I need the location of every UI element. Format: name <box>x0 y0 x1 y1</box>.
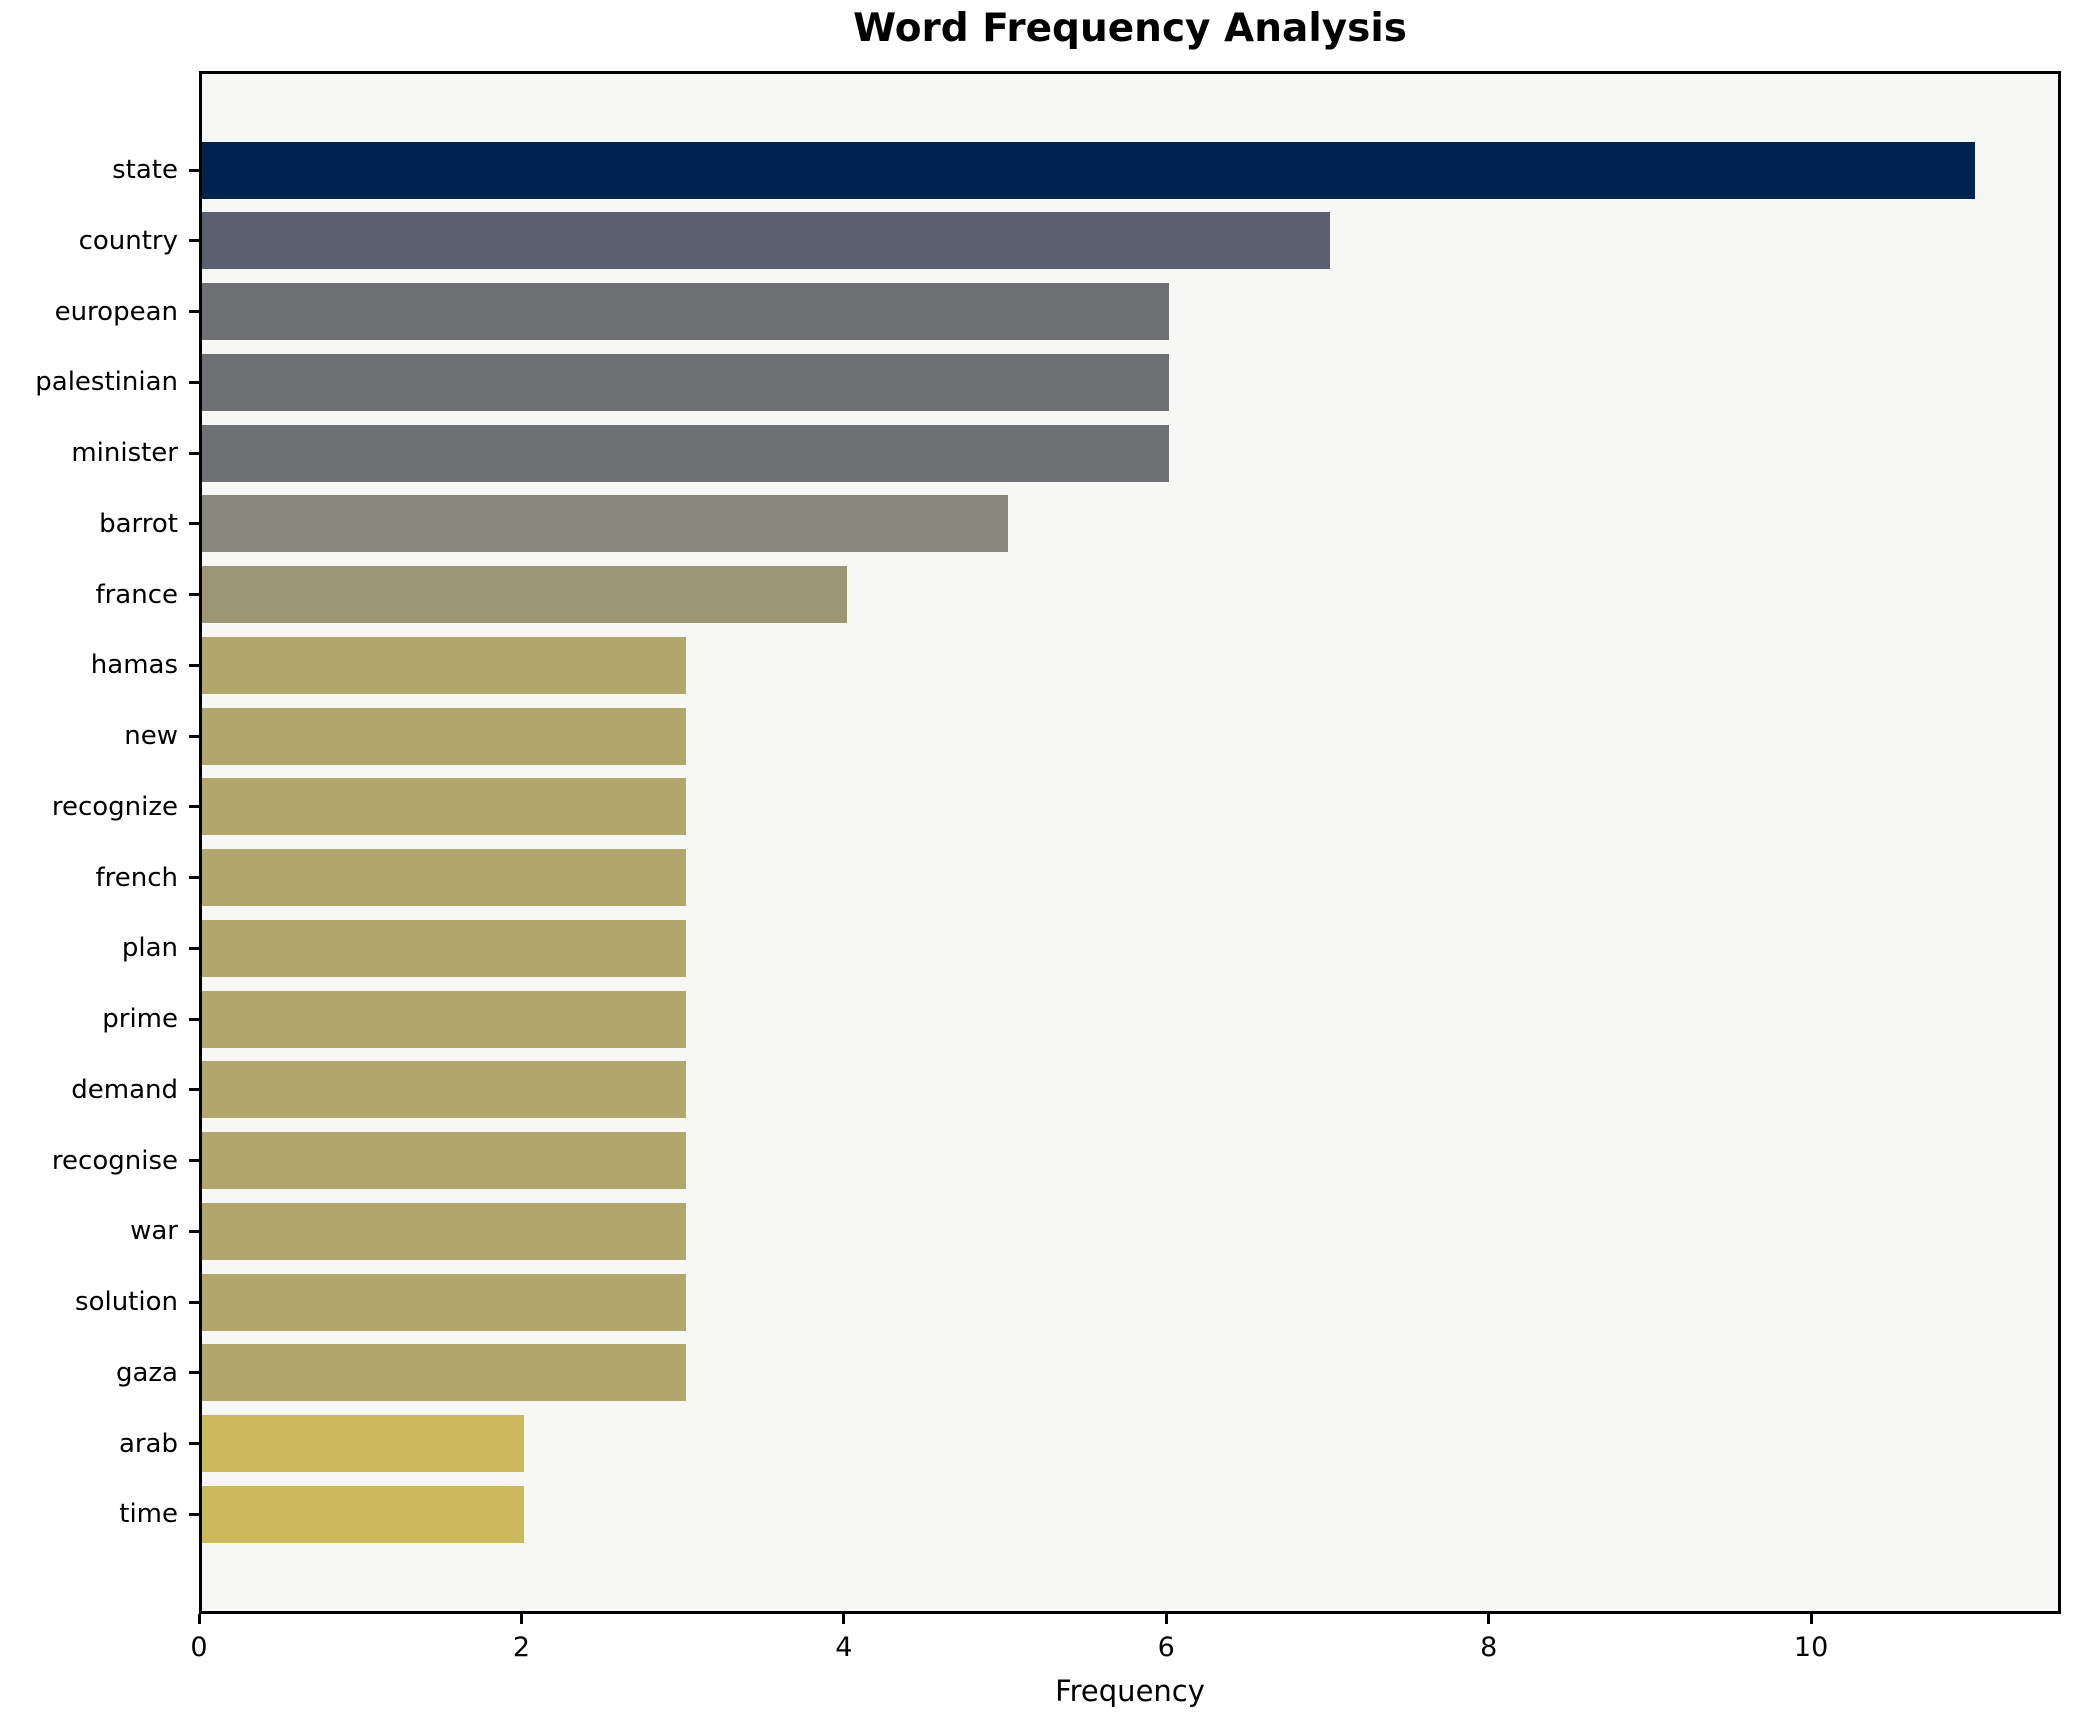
y-tick-label-prime: prime <box>102 1004 178 1034</box>
chart-title: Word Frequency Analysis <box>853 6 1407 51</box>
y-tick-label-recognise: recognise <box>51 1145 178 1176</box>
y-tick-label-minister: minister <box>71 438 178 468</box>
bar-war <box>202 1202 686 1260</box>
bar-barrot <box>202 495 1008 553</box>
y-tick-label-solution: solution <box>75 1287 178 1317</box>
y-tick-mark <box>189 1512 199 1516</box>
y-tick-mark <box>189 1371 199 1375</box>
y-tick-mark <box>189 876 199 879</box>
y-tick-label-new: new <box>124 721 178 751</box>
y-tick-mark <box>189 451 199 455</box>
y-tick-mark <box>189 734 199 738</box>
x-tick-mark <box>1487 1614 1491 1624</box>
x-tick-label-6: 6 <box>1157 1632 1175 1663</box>
x-tick-label-8: 8 <box>1480 1632 1498 1663</box>
bar-minister <box>202 424 1169 482</box>
bar-time <box>202 1485 524 1543</box>
y-tick-mark <box>189 1159 199 1162</box>
bar-demand <box>202 1061 686 1119</box>
bar-new <box>202 707 686 765</box>
x-tick-mark <box>1809 1614 1813 1624</box>
bar-plan <box>202 919 686 977</box>
y-tick-label-war: war <box>130 1216 178 1247</box>
y-tick-mark <box>189 805 199 809</box>
bar-solution <box>202 1273 686 1331</box>
y-tick-label-country: country <box>78 225 178 256</box>
y-tick-mark <box>189 310 199 313</box>
y-tick-mark <box>189 663 199 667</box>
y-tick-mark <box>189 1229 199 1233</box>
y-tick-mark <box>189 1088 199 1092</box>
y-tick-mark <box>189 522 199 526</box>
bar-palestinian <box>202 353 1169 411</box>
bar-recognize <box>202 778 686 836</box>
plot-area <box>199 71 2061 1614</box>
bar-country <box>202 212 1330 270</box>
x-tick-mark <box>842 1614 846 1624</box>
y-tick-label-recognize: recognize <box>51 791 178 822</box>
y-tick-mark <box>189 1300 199 1304</box>
x-tick-mark <box>197 1614 201 1624</box>
x-axis-title: Frequency <box>1055 1674 1205 1708</box>
x-tick-label-2: 2 <box>512 1632 531 1663</box>
y-tick-label-france: france <box>95 579 178 610</box>
bar-gaza <box>202 1344 686 1402</box>
bar-french <box>202 849 686 906</box>
y-tick-label-european: european <box>54 296 178 327</box>
y-tick-mark <box>189 380 199 384</box>
y-tick-mark <box>189 1017 199 1021</box>
bar-arab <box>202 1415 524 1472</box>
y-tick-mark <box>189 946 199 950</box>
x-tick-mark <box>519 1614 523 1624</box>
bar-prime <box>202 990 686 1048</box>
x-tick-label-10: 10 <box>1793 1632 1829 1663</box>
y-tick-label-hamas: hamas <box>90 650 178 681</box>
bar-recognise <box>202 1132 686 1189</box>
y-tick-mark <box>189 239 199 243</box>
y-tick-label-palestinian: palestinian <box>35 367 178 398</box>
y-tick-mark <box>189 168 199 172</box>
y-tick-label-gaza: gaza <box>115 1357 178 1388</box>
y-tick-mark <box>189 1442 199 1445</box>
bar-state <box>202 141 1975 199</box>
x-tick-mark <box>1164 1614 1168 1624</box>
y-tick-label-state: state <box>112 155 178 185</box>
x-tick-label-4: 4 <box>835 1632 853 1663</box>
x-tick-label-0: 0 <box>190 1632 208 1663</box>
y-tick-mark <box>189 593 199 596</box>
bar-france <box>202 566 847 623</box>
bar-european <box>202 283 1169 340</box>
y-tick-label-demand: demand <box>71 1074 178 1105</box>
y-tick-label-arab: arab <box>118 1428 178 1459</box>
y-tick-label-time: time <box>119 1499 178 1530</box>
y-tick-label-plan: plan <box>121 933 178 964</box>
bar-hamas <box>202 636 686 694</box>
y-tick-label-french: french <box>95 862 178 893</box>
y-tick-label-barrot: barrot <box>99 508 178 539</box>
